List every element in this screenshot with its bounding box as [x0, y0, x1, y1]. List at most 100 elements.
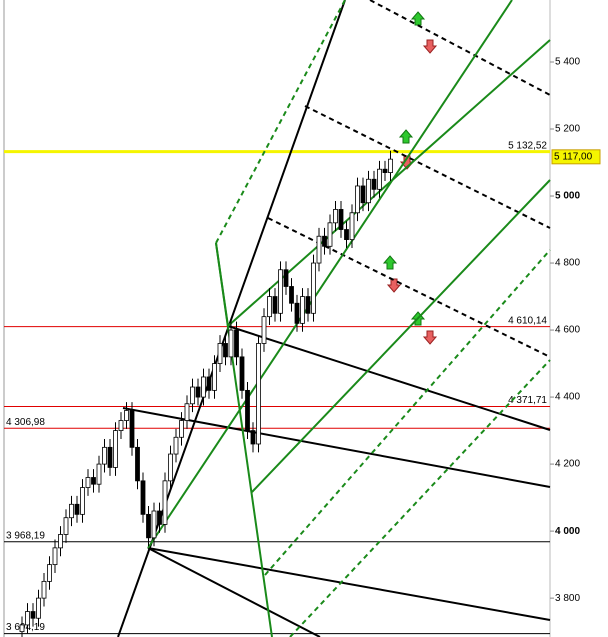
candle-body	[41, 580, 47, 599]
candle-body	[74, 503, 80, 515]
candle-body	[179, 420, 184, 438]
candle-body	[267, 296, 272, 318]
candle-body	[344, 229, 349, 240]
y-tick-label: 3 800	[555, 593, 580, 604]
candle-body	[124, 410, 129, 421]
candle-body	[316, 235, 322, 264]
candle-body	[80, 487, 85, 515]
candle-body	[47, 564, 52, 582]
y-tick-label: 4 600	[555, 325, 580, 336]
candle-body	[322, 235, 327, 247]
candle-body	[58, 534, 63, 549]
y-tick-label: 4 400	[555, 392, 580, 403]
candle-body	[129, 410, 135, 448]
candle-body	[278, 269, 283, 314]
y-tick-label: 5 200	[555, 124, 580, 135]
candle-body	[371, 178, 377, 190]
y-tick-label: 4 200	[555, 459, 580, 470]
candle-body	[69, 503, 74, 519]
candle-body	[190, 386, 195, 405]
price-level-label: 4 371,71	[508, 395, 547, 406]
candle-body	[140, 480, 146, 515]
candle-body	[333, 209, 338, 224]
candle-body	[162, 480, 168, 525]
price-level-label: 3 694,19	[6, 622, 45, 633]
candle-body	[294, 302, 300, 324]
up-arrow	[398, 129, 414, 144]
candle-body	[300, 296, 305, 324]
candle-body	[118, 420, 124, 431]
down-arrow	[422, 330, 438, 345]
candle-body	[36, 597, 41, 619]
trendline	[122, 407, 551, 488]
trendline	[264, 249, 551, 576]
price-level-label: 4 610,14	[508, 315, 547, 326]
up-arrow	[382, 255, 398, 270]
candle-body	[261, 316, 267, 344]
candle-body	[355, 185, 360, 214]
candle-body	[327, 222, 333, 247]
candle-body	[250, 430, 256, 445]
trendline	[215, 242, 229, 327]
candle-body	[173, 436, 179, 455]
candle-body	[366, 178, 371, 204]
candle-body	[19, 624, 25, 633]
candle-body	[349, 212, 355, 240]
candle-body	[201, 376, 206, 398]
price-level-label: 3 968,19	[6, 530, 45, 541]
y-tick-label: 4 000	[555, 526, 580, 537]
candle-body	[30, 611, 36, 619]
candle-body	[360, 185, 366, 204]
candle-body	[151, 510, 157, 539]
candle-body	[168, 453, 173, 482]
trendline	[289, 359, 551, 637]
y-tick-label: 4 800	[555, 258, 580, 269]
candle-body	[107, 446, 113, 468]
candle-body	[377, 168, 382, 190]
candle-body	[206, 376, 212, 391]
candle-body	[388, 158, 393, 173]
candle-body	[245, 389, 250, 431]
candle-body	[63, 517, 69, 535]
trendline	[304, 105, 551, 229]
candle-body	[217, 343, 223, 364]
candle-body	[184, 403, 190, 421]
candle-body	[25, 611, 30, 626]
y-tick-label: 5 400	[555, 57, 580, 68]
candle-body	[96, 463, 102, 485]
candle-body	[146, 513, 151, 539]
candle-body	[289, 286, 294, 304]
candle-body	[382, 168, 388, 173]
candle-body	[234, 329, 239, 358]
candle-body	[157, 510, 162, 525]
last-price-box	[551, 149, 601, 165]
candle-body	[52, 547, 58, 566]
last-price-label: 5 117,00	[554, 151, 593, 162]
trendline	[227, 325, 551, 431]
y-tick-label: 5 000	[555, 191, 580, 202]
candle-body	[113, 430, 118, 468]
trendline	[147, 547, 321, 637]
down-arrow	[422, 39, 438, 54]
candle-body	[338, 209, 344, 230]
candle-body	[228, 329, 234, 358]
candle-body	[283, 269, 289, 287]
price-level-label: 5 132,52	[508, 140, 547, 151]
candle-body	[85, 477, 91, 488]
candle-body	[239, 356, 245, 391]
trendline	[369, 0, 551, 96]
candle-body	[305, 296, 311, 314]
trendline	[251, 179, 551, 493]
candle-body	[311, 262, 316, 314]
price-level-label: 4 306,98	[6, 417, 45, 428]
trendline	[215, 0, 346, 244]
candle-body	[256, 343, 261, 445]
candle-body	[102, 446, 107, 465]
trendline	[147, 0, 513, 549]
candle-body	[195, 386, 201, 398]
trendline	[267, 217, 551, 358]
candle-body	[91, 477, 96, 485]
candle-body	[135, 446, 140, 482]
